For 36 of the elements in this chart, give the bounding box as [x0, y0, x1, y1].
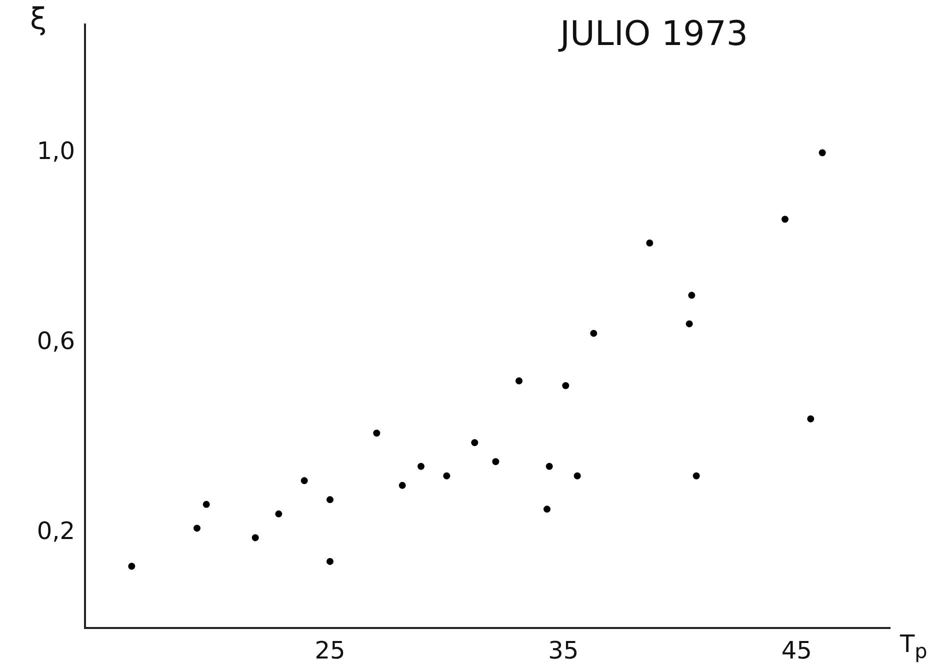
point [418, 462, 424, 470]
point [492, 458, 500, 466]
point [686, 320, 693, 328]
y-tick-label: 0,6 [36, 327, 75, 356]
point [688, 292, 696, 299]
point [562, 382, 570, 390]
point [818, 149, 826, 156]
point [782, 216, 788, 223]
point [398, 482, 406, 489]
point [646, 240, 654, 247]
y-axis-title: ξ [30, 2, 47, 37]
point [574, 472, 581, 480]
point [471, 439, 478, 446]
point [544, 506, 550, 513]
point [300, 477, 308, 484]
point [275, 510, 282, 518]
y-tick-label: 0,2 [36, 517, 75, 546]
chart-title: JULIO 1973 [560, 14, 748, 54]
point [443, 472, 450, 480]
point [202, 500, 210, 508]
point [692, 472, 700, 480]
x-axis-title: T$_{p}$ [900, 630, 928, 663]
point [373, 430, 380, 437]
x-tick-label: 45 [781, 636, 812, 665]
point [128, 562, 136, 570]
x-tick-label: 35 [548, 636, 579, 665]
point [326, 496, 334, 504]
point [252, 534, 259, 542]
point [590, 330, 598, 337]
x-tick-label: 25 [314, 636, 346, 665]
point [807, 415, 814, 422]
point [326, 558, 334, 565]
point [516, 377, 522, 384]
point [194, 524, 200, 532]
point [546, 462, 553, 470]
y-tick-label: 1,0 [36, 136, 75, 165]
